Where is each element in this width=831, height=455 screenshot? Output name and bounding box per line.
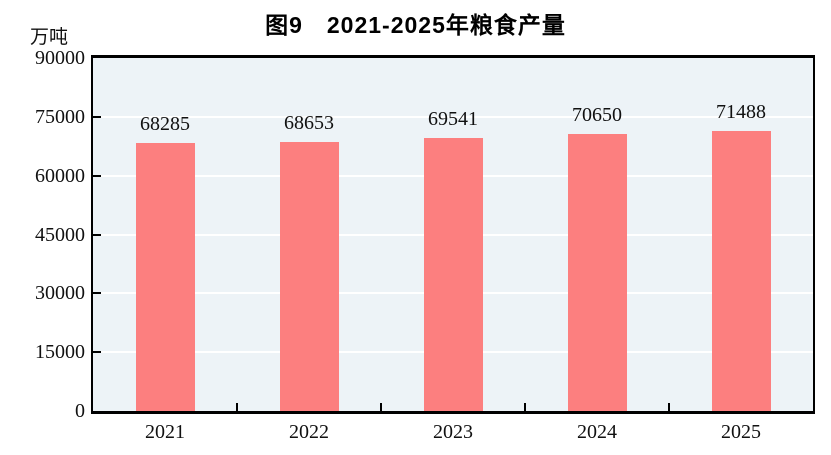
x-axis-tick [236,403,238,411]
y-tick-label: 0 [75,400,85,422]
x-axis-labels: 2021 2022 2023 2024 2025 [93,420,813,446]
y-axis-tick [93,292,101,295]
y-axis-labels: 0 15000 30000 45000 60000 75000 90000 [0,47,85,422]
bar-value-label: 69541 [428,108,478,131]
y-tick-label: 90000 [35,47,85,69]
y-axis-tick [93,351,101,354]
x-axis-tick [524,403,526,411]
gridline [93,115,813,118]
bar-value-label: 68653 [284,111,334,134]
y-axis-tick [93,233,101,236]
plot-area: 68285 68653 69541 70650 71488 [91,55,815,414]
y-tick-label: 15000 [35,341,85,364]
x-tick-label: 2025 [721,421,761,443]
x-tick-label: 2024 [577,421,617,443]
bar [711,130,771,411]
y-axis-tick [93,174,101,177]
x-tick-label: 2021 [145,421,185,443]
x-axis-tick [668,403,670,411]
chart-title: 图9 2021-2025年粮食产量 [265,12,566,38]
x-tick-label: 2023 [433,421,473,443]
bar [279,141,339,411]
y-axis-unit-label: 万吨 [30,27,69,48]
bar-value-label: 68285 [140,113,190,136]
y-tick-label: 45000 [35,223,85,246]
x-axis-tick [380,403,382,411]
x-tick-label: 2022 [289,421,329,443]
y-tick-label: 60000 [35,164,85,187]
bar [567,133,627,411]
y-axis-tick [93,115,101,118]
bar-value-label: 70650 [572,103,622,126]
y-tick-label: 30000 [35,282,85,305]
bar-value-label: 71488 [716,100,766,123]
bar [135,143,195,411]
bar [423,138,483,411]
y-tick-label: 75000 [35,105,85,128]
